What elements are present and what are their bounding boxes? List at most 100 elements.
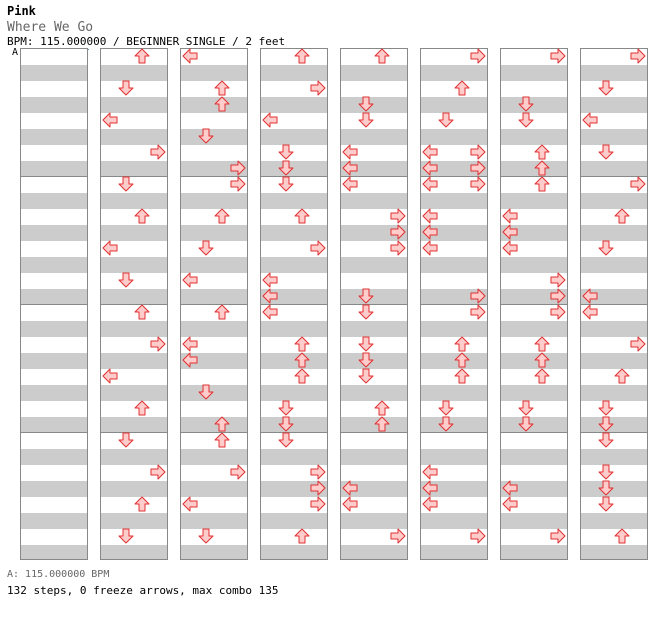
left-arrow-icon bbox=[582, 288, 598, 304]
measure-line bbox=[101, 304, 167, 305]
down-arrow-icon bbox=[598, 400, 614, 416]
down-arrow-icon bbox=[358, 304, 374, 320]
left-arrow-icon bbox=[582, 112, 598, 128]
down-arrow-icon bbox=[598, 496, 614, 512]
down-arrow-icon bbox=[198, 240, 214, 256]
left-arrow-icon bbox=[262, 304, 278, 320]
measure-line bbox=[501, 304, 567, 305]
measure-line bbox=[21, 304, 87, 305]
left-arrow-icon bbox=[182, 48, 198, 64]
right-arrow-icon bbox=[550, 272, 566, 288]
down-arrow-icon bbox=[118, 80, 134, 96]
right-arrow-icon bbox=[470, 288, 486, 304]
right-arrow-icon bbox=[470, 176, 486, 192]
down-arrow-icon bbox=[598, 144, 614, 160]
up-arrow-icon bbox=[374, 48, 390, 64]
measure-line bbox=[581, 304, 647, 305]
left-arrow-icon bbox=[342, 480, 358, 496]
right-arrow-icon bbox=[230, 160, 246, 176]
measure-line bbox=[261, 432, 327, 433]
measure-line bbox=[261, 304, 327, 305]
song-artist: Pink bbox=[7, 4, 36, 18]
down-arrow-icon bbox=[598, 464, 614, 480]
up-arrow-icon bbox=[134, 400, 150, 416]
up-arrow-icon bbox=[134, 48, 150, 64]
right-arrow-icon bbox=[630, 176, 646, 192]
right-arrow-icon bbox=[470, 160, 486, 176]
left-arrow-icon bbox=[582, 304, 598, 320]
down-arrow-icon bbox=[598, 480, 614, 496]
right-arrow-icon bbox=[310, 240, 326, 256]
up-arrow-icon bbox=[534, 176, 550, 192]
up-arrow-icon bbox=[614, 208, 630, 224]
up-arrow-icon bbox=[454, 336, 470, 352]
down-arrow-icon bbox=[598, 80, 614, 96]
left-arrow-icon bbox=[422, 480, 438, 496]
left-arrow-icon bbox=[422, 144, 438, 160]
left-arrow-icon bbox=[422, 208, 438, 224]
down-arrow-icon bbox=[278, 144, 294, 160]
right-arrow-icon bbox=[310, 496, 326, 512]
down-arrow-icon bbox=[278, 416, 294, 432]
down-arrow-icon bbox=[198, 128, 214, 144]
bpm-section-marker: A bbox=[12, 47, 19, 58]
measure-line bbox=[581, 176, 647, 177]
up-arrow-icon bbox=[534, 144, 550, 160]
left-arrow-icon bbox=[342, 160, 358, 176]
left-arrow-icon bbox=[422, 496, 438, 512]
up-arrow-icon bbox=[294, 368, 310, 384]
right-arrow-icon bbox=[390, 240, 406, 256]
down-arrow-icon bbox=[198, 528, 214, 544]
up-arrow-icon bbox=[214, 432, 230, 448]
chart-column-7 bbox=[500, 48, 568, 560]
down-arrow-icon bbox=[598, 240, 614, 256]
right-arrow-icon bbox=[550, 304, 566, 320]
left-arrow-icon bbox=[342, 176, 358, 192]
right-arrow-icon bbox=[470, 48, 486, 64]
chart-column-8 bbox=[580, 48, 648, 560]
left-arrow-icon bbox=[502, 240, 518, 256]
left-arrow-icon bbox=[422, 240, 438, 256]
up-arrow-icon bbox=[614, 368, 630, 384]
measure-line bbox=[421, 432, 487, 433]
down-arrow-icon bbox=[278, 160, 294, 176]
measure-line bbox=[261, 176, 327, 177]
measure-line bbox=[421, 176, 487, 177]
down-arrow-icon bbox=[438, 416, 454, 432]
down-arrow-icon bbox=[438, 400, 454, 416]
left-arrow-icon bbox=[422, 160, 438, 176]
left-arrow-icon bbox=[262, 272, 278, 288]
left-arrow-icon bbox=[262, 112, 278, 128]
left-arrow-icon bbox=[182, 352, 198, 368]
chart-column-1 bbox=[20, 48, 88, 560]
left-arrow-icon bbox=[182, 336, 198, 352]
left-arrow-icon bbox=[502, 480, 518, 496]
left-arrow-icon bbox=[502, 224, 518, 240]
left-arrow-icon bbox=[502, 496, 518, 512]
measure-line bbox=[181, 176, 247, 177]
down-arrow-icon bbox=[438, 112, 454, 128]
up-arrow-icon bbox=[214, 304, 230, 320]
right-arrow-icon bbox=[470, 304, 486, 320]
up-arrow-icon bbox=[454, 368, 470, 384]
right-arrow-icon bbox=[470, 144, 486, 160]
measure-line bbox=[181, 304, 247, 305]
up-arrow-icon bbox=[294, 352, 310, 368]
right-arrow-icon bbox=[230, 176, 246, 192]
left-arrow-icon bbox=[422, 176, 438, 192]
right-arrow-icon bbox=[390, 528, 406, 544]
down-arrow-icon bbox=[358, 352, 374, 368]
measure-line bbox=[21, 176, 87, 177]
down-arrow-icon bbox=[518, 112, 534, 128]
right-arrow-icon bbox=[390, 208, 406, 224]
right-arrow-icon bbox=[550, 288, 566, 304]
up-arrow-icon bbox=[294, 336, 310, 352]
up-arrow-icon bbox=[134, 304, 150, 320]
up-arrow-icon bbox=[294, 208, 310, 224]
up-arrow-icon bbox=[534, 352, 550, 368]
down-arrow-icon bbox=[118, 176, 134, 192]
up-arrow-icon bbox=[534, 336, 550, 352]
right-arrow-icon bbox=[550, 48, 566, 64]
measure-line bbox=[581, 432, 647, 433]
up-arrow-icon bbox=[614, 528, 630, 544]
